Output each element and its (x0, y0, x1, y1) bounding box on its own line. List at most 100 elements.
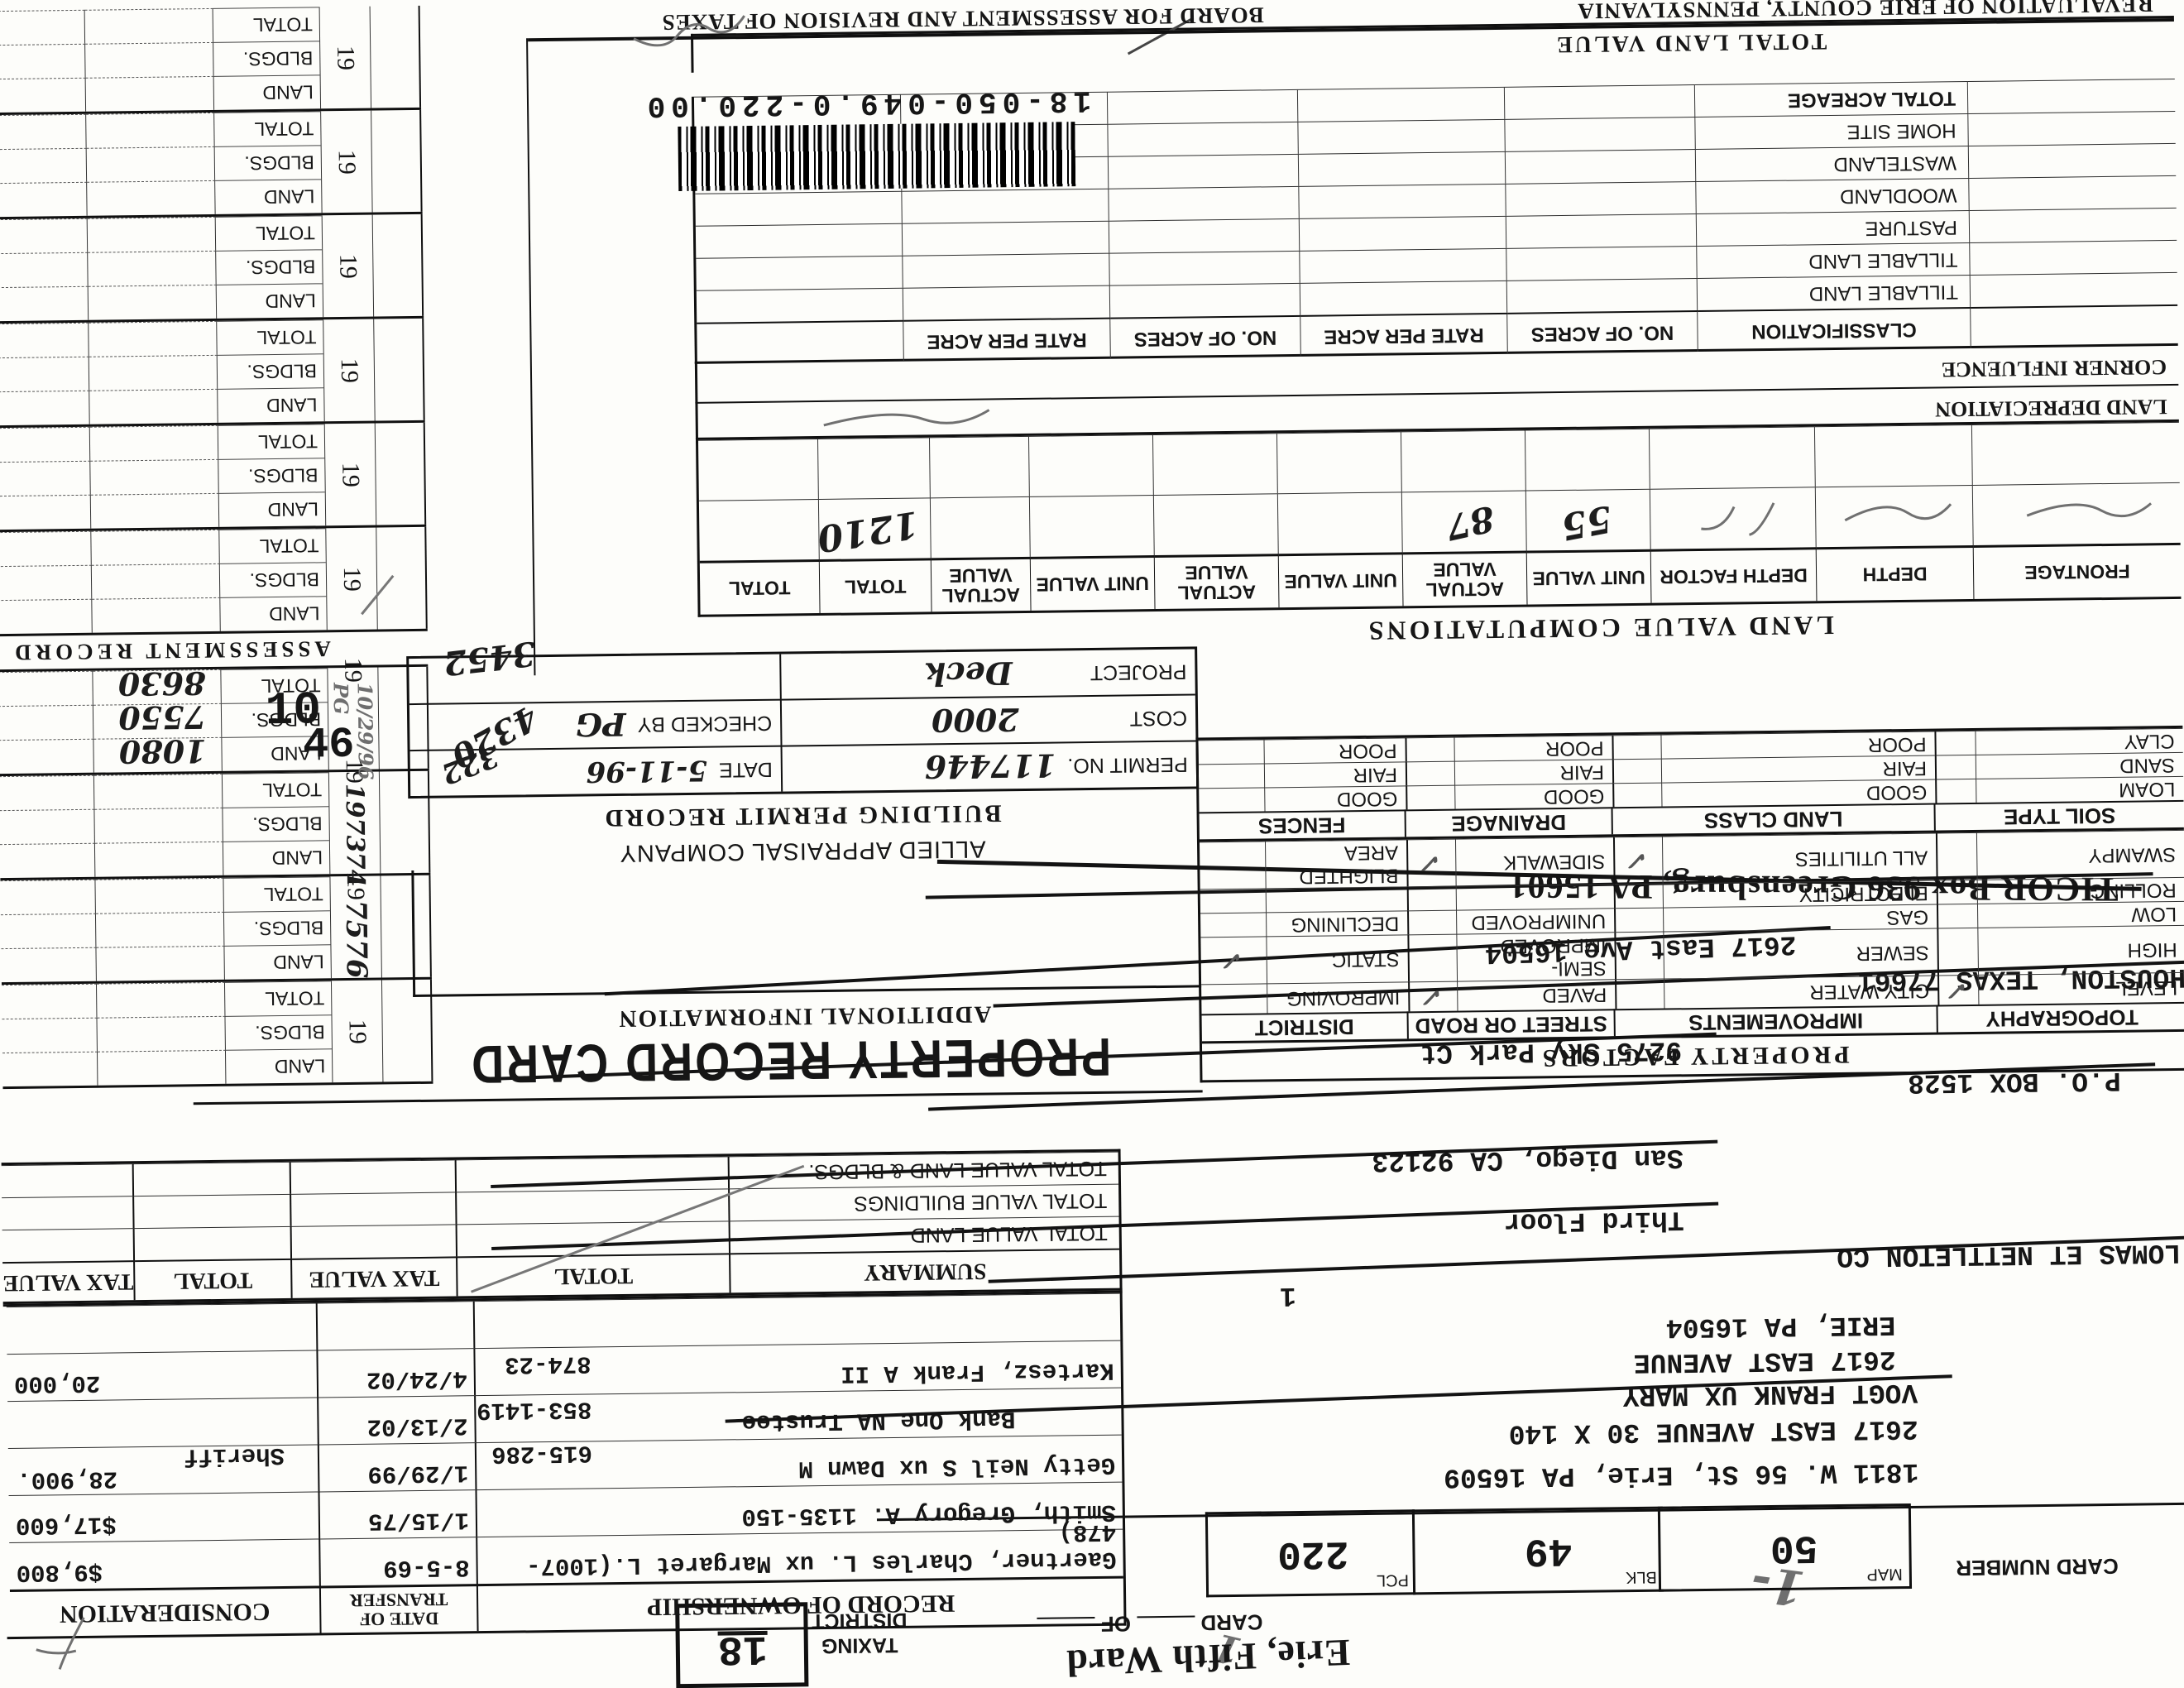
depth-header: DEPTH (1816, 544, 1975, 602)
land-label: LAND (218, 387, 324, 423)
year-cell: 19 (321, 214, 375, 318)
year-cell: 19 (330, 980, 384, 1083)
bldgs-label: BLDGS. (213, 41, 320, 76)
check-sidewalk: ✓ (1406, 838, 1457, 887)
bldgs-label: BLDGS. (225, 1014, 332, 1050)
bldgs-value-cell (85, 41, 214, 78)
address-block: 1811 W. 56 St, Erie, PA 16509 2617 EAST … (1029, 866, 2184, 1511)
empty-header (1971, 304, 2178, 348)
summary-row-label: TOTAL VALUE BUILDINGS (730, 1183, 1119, 1221)
land-label: LAND (218, 492, 326, 527)
total-value-cell (89, 424, 219, 461)
unit-value-cell (1277, 492, 1403, 554)
empty-cell (1028, 434, 1154, 496)
drainage-header: DRAINAGE (1406, 807, 1613, 837)
check-declining (1200, 912, 1267, 938)
tax-value-header-2: TAX VALUE (2, 1260, 136, 1302)
land-value-cell2 (0, 738, 94, 774)
landclass-poor: POOR (1661, 731, 1935, 759)
cls-cell (1297, 86, 1506, 122)
note-1: 1 (1279, 1280, 1296, 1312)
spacer-col (374, 318, 425, 421)
year-cell: 19 (325, 527, 378, 631)
project-value: Deck (923, 655, 1013, 693)
spacer-col (381, 875, 432, 978)
row-woodland: WOODLAND (1696, 177, 1970, 214)
summary-table: SUMMARY TOTAL TAX VALUE TOTAL TAX VALUE … (1, 1149, 1123, 1305)
permit-date-value: 5-11-96 (586, 753, 708, 789)
total-value-cell2 (0, 426, 91, 463)
land-label: LAND (223, 840, 330, 875)
assessment-block: 19 LAND BLDGS. TOTAL (0, 107, 423, 218)
empty-header (697, 319, 904, 364)
cls-cell (695, 190, 903, 226)
bldgs-value-cell (95, 911, 225, 947)
factor-all-utilities: ALL UTILITIES (1662, 832, 1937, 884)
check-lc-good (1612, 782, 1663, 808)
soil-type-header: SOIL TYPE (1935, 799, 2184, 831)
total-label: TOTAL (214, 111, 321, 146)
check-dr-good (1406, 784, 1456, 810)
unit-value-header: UNIT VALUE (1526, 549, 1652, 605)
land-value-cell2 (0, 285, 89, 322)
owner-row-empty (6, 1302, 318, 1355)
factor-city-water: CITY WATER (1664, 975, 1938, 1009)
land-value-cell2 (0, 390, 90, 426)
total-value-cell2 (0, 774, 95, 811)
cls-cell (1968, 110, 2176, 146)
empty-cell (697, 439, 819, 501)
bldgs-label: BLDGS. (223, 910, 331, 946)
fences-good: GOOD (1265, 785, 1406, 812)
permit-no-cell: PERMIT NO. 117446 (782, 740, 1197, 792)
summary-cell (456, 1156, 730, 1192)
bldgs-value-cell (90, 458, 219, 495)
year-cell: 19 (318, 6, 372, 109)
unit-value-cell (1029, 495, 1155, 557)
tax-value-header: TAX VALUE (292, 1256, 458, 1298)
assessment-block: 19 LAND BLDGS. TOTAL (0, 5, 422, 113)
total-value-cell (96, 981, 226, 1018)
land-value-cell2 (1, 947, 97, 983)
check-sand (1934, 754, 1977, 779)
owner-row-amount: $9,800 (9, 1538, 321, 1590)
stamp-46: 46 (302, 720, 355, 770)
checked-by-label: CHECKED BY (637, 712, 773, 737)
checkmark-icon: ✓ (1628, 846, 1650, 875)
bldgs-value-cell2 (0, 564, 93, 601)
property-factors: PROPERTY FACTORS TOPOGRAPHY IMPROVEMENTS… (1195, 725, 2184, 1083)
land-label: LAND (225, 1048, 333, 1084)
drainage-poor: POOR (1454, 735, 1612, 761)
bldgs-value-cell (91, 563, 221, 599)
permit-no-value: 117446 (924, 747, 1056, 786)
transfer-date: 1/15/75 (367, 1506, 470, 1535)
spacer-col (376, 526, 428, 630)
mailing-address-line1: 2617 EAST AVENUE (1633, 1344, 1896, 1379)
row-tillable-land-2: TILLABLE LAND (1697, 242, 1971, 279)
additional-info-box (411, 861, 1202, 998)
cls-cell (1969, 175, 2177, 210)
checkmark-icon: ✓ (1421, 848, 1443, 878)
factor-unimproved: UNIMPROVED (1457, 908, 1615, 934)
factor-paved: PAVED (1458, 979, 1616, 1011)
land-value-computations-title: LAND VALUE COMPUTATIONS (1365, 611, 1835, 646)
check-fc-good (1199, 787, 1266, 813)
cls-cell (1506, 213, 1698, 248)
bldgs-label: BLDGS. (216, 249, 323, 285)
total-label: TOTAL (222, 772, 329, 808)
row-total-acreage: TOTAL ACREAGE (1694, 80, 1969, 117)
check-lc-fair (1612, 758, 1663, 784)
total-value-entry: 8630 (117, 664, 206, 703)
pencil-scribble (633, 15, 745, 47)
total-label: TOTAL (213, 7, 320, 42)
year-cell: 19 (320, 110, 373, 213)
pcl-label: PCL (1376, 1571, 1410, 1590)
empty-cell (817, 437, 931, 500)
check-sewer (1614, 931, 1665, 980)
bldgs-label: BLDGS. (217, 353, 324, 389)
land-computations-table: FRONTAGE DEPTH DEPTH FACTOR UNIT VALUE A… (695, 419, 2182, 617)
total-value-cell2 (0, 113, 87, 150)
summary-cell (1, 1163, 135, 1198)
year-handwritten-1973: 1973 (339, 783, 370, 853)
checkmark-icon: ✓ (1423, 981, 1444, 1012)
